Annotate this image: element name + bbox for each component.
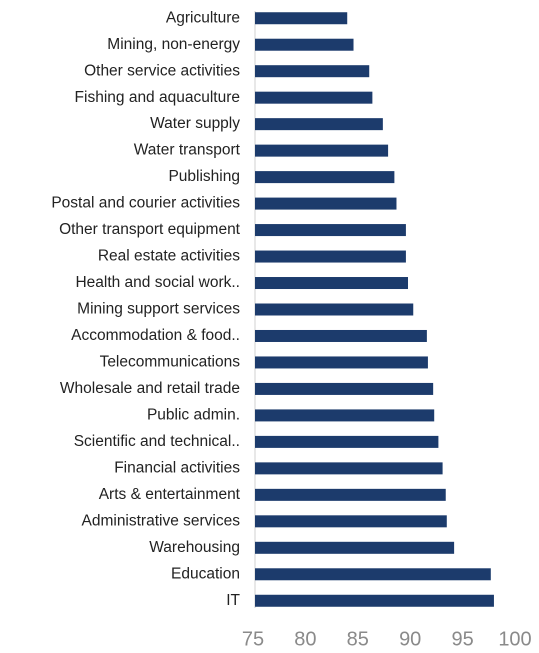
- y-tick-label: Water supply: [150, 115, 240, 132]
- bar: [255, 435, 439, 448]
- bar: [255, 118, 383, 131]
- bar: [255, 568, 491, 581]
- y-tick-label: Accommodation & food..: [71, 327, 240, 344]
- y-tick-label: Water transport: [134, 142, 241, 159]
- y-tick-label: Postal and courier activities: [51, 195, 240, 212]
- bar: [255, 197, 397, 210]
- bar: [255, 356, 428, 369]
- x-tick-label: 85: [347, 628, 369, 650]
- y-tick-label: Publishing: [168, 168, 240, 185]
- y-tick-label: Mining support services: [77, 301, 240, 318]
- y-tick-label: IT: [226, 592, 240, 609]
- bar: [255, 250, 406, 263]
- bar: [255, 541, 455, 554]
- y-tick-label: Other transport equipment: [59, 221, 241, 238]
- bar: [255, 515, 447, 528]
- x-tick-label: 95: [451, 628, 473, 650]
- bar: [255, 594, 494, 607]
- bar: [255, 277, 409, 290]
- bar: [255, 382, 434, 395]
- y-tick-label: Wholesale and retail trade: [60, 380, 240, 397]
- y-tick-label: Telecommunications: [100, 354, 241, 371]
- y-tick-label: Other service activities: [84, 62, 240, 79]
- bar: [255, 171, 395, 184]
- y-tick-label: Warehousing: [149, 539, 240, 556]
- x-tick-label: 80: [294, 628, 316, 650]
- y-tick-label: Administrative services: [82, 512, 241, 529]
- x-tick-label: 90: [399, 628, 421, 650]
- y-tick-label: Arts & entertainment: [99, 486, 241, 503]
- bar: [255, 224, 406, 237]
- y-tick-label: Agriculture: [166, 9, 240, 26]
- bar: [255, 488, 446, 501]
- bar: [255, 409, 435, 422]
- bar: [255, 12, 348, 25]
- bar: [255, 65, 370, 78]
- y-tick-label: Fishing and aquaculture: [75, 89, 240, 106]
- bar: [255, 303, 414, 316]
- x-tick-label: 75: [242, 628, 264, 650]
- y-tick-label: Mining, non-energy: [107, 36, 240, 53]
- y-tick-label: Real estate activities: [98, 248, 240, 265]
- bar: [255, 38, 354, 51]
- y-tick-label: Health and social work..: [75, 274, 240, 291]
- y-tick-label: Education: [171, 565, 240, 582]
- bar: [255, 462, 443, 475]
- bar: [255, 144, 389, 157]
- y-tick-label: Public admin.: [147, 407, 240, 424]
- y-tick-label: Financial activities: [114, 459, 240, 476]
- bar: [255, 91, 373, 104]
- bar: [255, 329, 427, 342]
- y-tick-label: Scientific and technical..: [74, 433, 240, 450]
- x-tick-label: 100: [498, 628, 531, 650]
